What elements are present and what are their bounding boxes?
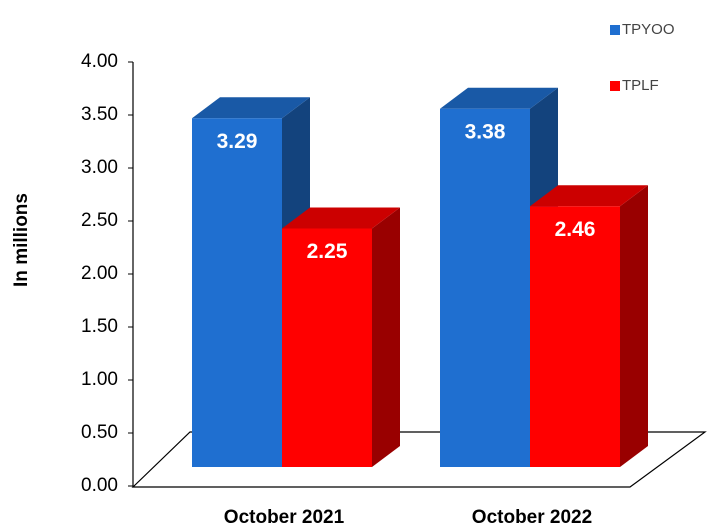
data-label: 2.25 — [307, 240, 348, 263]
legend-swatch — [610, 25, 620, 35]
legend-label: TPYOO — [622, 21, 675, 38]
bar-side — [620, 185, 648, 468]
bar-front — [530, 206, 620, 468]
legend-swatch — [610, 81, 620, 91]
data-label: 2.46 — [555, 218, 596, 241]
bar — [530, 185, 648, 468]
legend-label: TPLF — [622, 77, 659, 94]
y-axis-label: In millions — [11, 193, 32, 287]
y-tick-label: 1.00 — [81, 369, 118, 390]
y-tick-label: 3.00 — [81, 157, 118, 178]
bar — [282, 207, 400, 467]
bar-front — [440, 108, 530, 467]
floor — [131, 431, 707, 488]
y-tick-label: 4.00 — [81, 51, 118, 72]
bar-top — [530, 185, 648, 207]
y-tick-label: 2.50 — [81, 210, 118, 231]
y-tick-label: 0.50 — [81, 422, 118, 443]
data-label: 3.38 — [465, 120, 506, 143]
x-tick-label: October 2021 — [224, 507, 345, 528]
bar-side — [372, 207, 400, 467]
bar-top — [192, 97, 310, 119]
bar-front — [282, 228, 372, 467]
bar-top — [282, 207, 400, 229]
data-label: 3.29 — [217, 130, 258, 153]
x-tick-label: October 2022 — [472, 507, 592, 528]
bar-front — [192, 118, 282, 467]
bar-top — [440, 87, 558, 109]
y-tick-label: 2.00 — [81, 263, 118, 284]
y-tick-label: 0.00 — [81, 475, 118, 496]
y-tick-label: 1.50 — [81, 316, 118, 337]
y-tick-label: 3.50 — [81, 104, 118, 125]
